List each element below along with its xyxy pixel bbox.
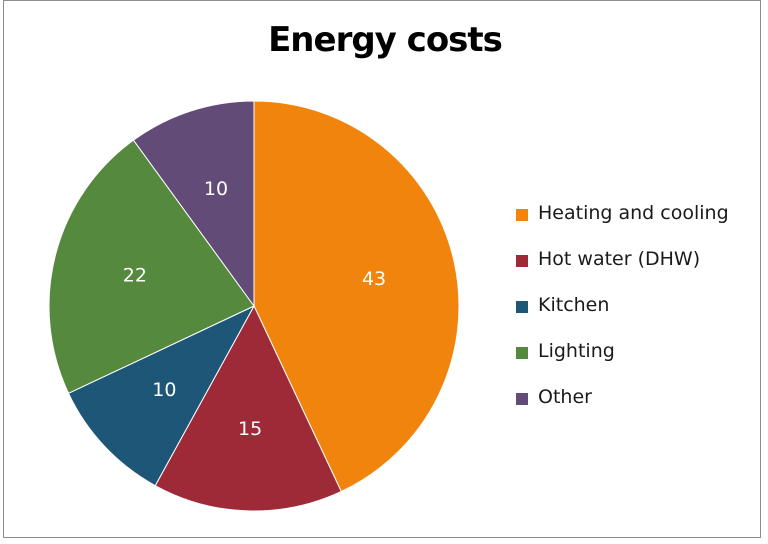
data-label-lighting: 22 [123, 264, 147, 286]
pie-slice-hot-water-dhw [154, 304, 342, 512]
legend-swatch [516, 301, 528, 313]
legend-swatch [516, 209, 528, 221]
pie-slice-lighting [48, 139, 255, 394]
legend-label: Heating and cooling [538, 202, 729, 224]
legend-label: Hot water (DHW) [538, 248, 701, 270]
legend-label: Lighting [538, 340, 615, 362]
legend-swatch [516, 393, 528, 405]
chart-title: Energy costs [268, 20, 503, 60]
legend-label: Other [538, 386, 592, 408]
pie-slice-other [132, 100, 255, 308]
legend-label: Kitchen [538, 294, 610, 316]
legend-swatch [516, 255, 528, 267]
pie-slice-heating-and-cooling [253, 100, 460, 493]
legend-swatch [516, 347, 528, 359]
data-label-hot-water-dhw: 15 [238, 418, 262, 440]
data-label-heating-and-cooling: 43 [362, 268, 386, 290]
data-label-kitchen: 10 [152, 379, 176, 401]
pie-slice-kitchen [67, 304, 256, 487]
data-label-other: 10 [204, 178, 228, 200]
